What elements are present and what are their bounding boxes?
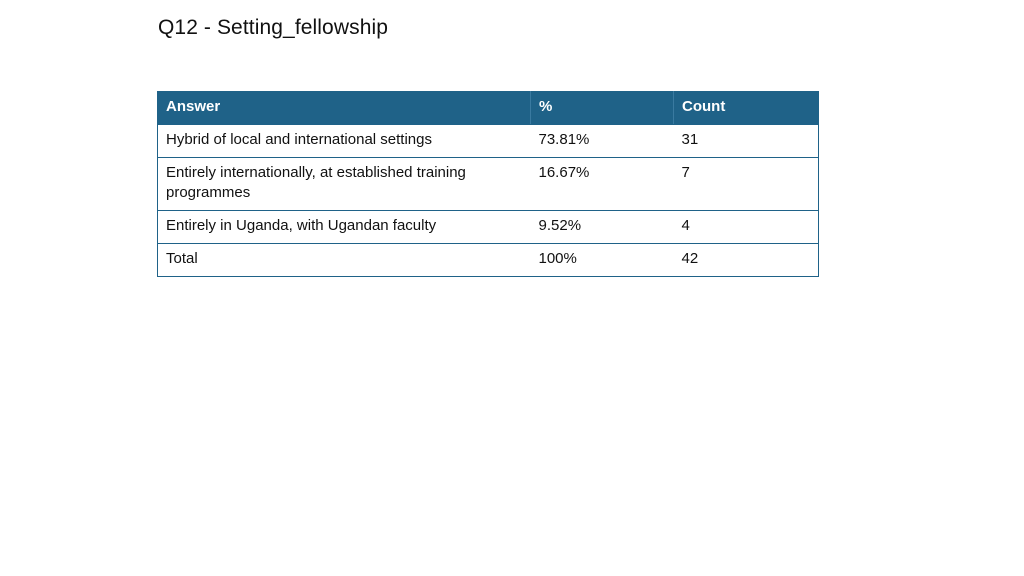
table-header-row: Answer % Count [157, 91, 819, 125]
column-header-count: Count [673, 91, 819, 125]
answer-cell: Entirely in Uganda, with Ugandan faculty [157, 210, 531, 244]
count-cell: 4 [673, 210, 819, 244]
count-cell: 7 [673, 157, 819, 211]
results-table: Answer % Count Hybrid of local and inter… [157, 91, 819, 277]
table-row: Entirely internationally, at established… [157, 157, 819, 211]
total-label-cell: Total [157, 243, 531, 277]
percent-cell: 16.67% [530, 157, 674, 211]
page-title: Q12 - Setting_fellowship [158, 16, 389, 39]
total-row: Total 100% 42 [157, 243, 819, 277]
percent-cell: 73.81% [530, 124, 674, 158]
table-row: Entirely in Uganda, with Ugandan faculty… [157, 210, 819, 244]
percent-cell: 9.52% [530, 210, 674, 244]
column-header-answer: Answer [157, 91, 531, 125]
total-count-cell: 42 [673, 243, 819, 277]
total-percent-cell: 100% [530, 243, 674, 277]
answer-cell: Hybrid of local and international settin… [157, 124, 531, 158]
answer-cell: Entirely internationally, at established… [157, 157, 531, 211]
count-cell: 31 [673, 124, 819, 158]
column-header-percent: % [530, 91, 674, 125]
table-row: Hybrid of local and international settin… [157, 124, 819, 158]
